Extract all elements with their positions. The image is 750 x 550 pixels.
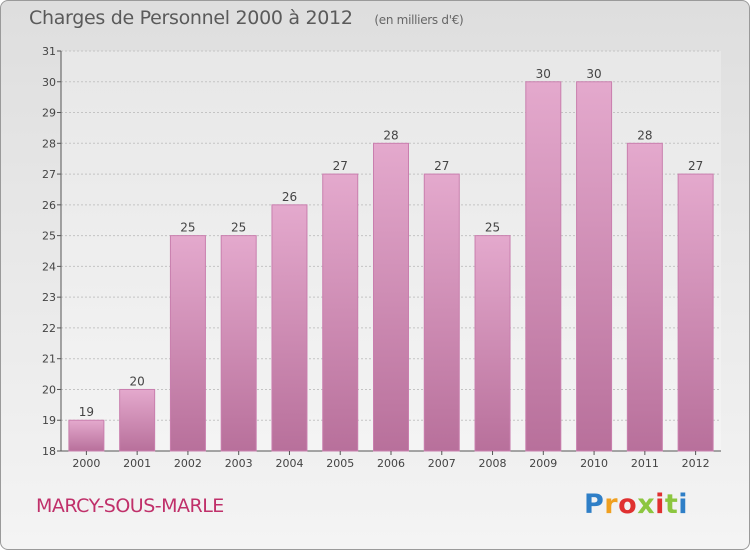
x-tick-label: 2002: [174, 457, 202, 470]
bar: [119, 388, 156, 452]
brand-letter: x: [637, 489, 656, 520]
data-label: 20: [130, 374, 145, 388]
data-label: 26: [282, 190, 297, 204]
bar: [322, 173, 359, 452]
bar: [677, 173, 714, 452]
x-tick-label: 2000: [72, 457, 100, 470]
bar: [474, 235, 511, 452]
bar: [68, 419, 105, 452]
data-label: 25: [231, 221, 246, 235]
y-tick-label: 27: [42, 168, 56, 181]
chart-title-text: Charges de Personnel 2000 à 2012: [29, 7, 353, 29]
brand-letter: P: [584, 489, 605, 520]
data-label: 25: [485, 221, 500, 235]
bar: [423, 173, 460, 452]
data-label: 30: [536, 67, 551, 81]
x-tick-label: 2007: [428, 457, 456, 470]
x-tick-label: 2010: [580, 457, 608, 470]
brand-letter: t: [664, 489, 679, 520]
x-tick-label: 2005: [326, 457, 354, 470]
data-label: 27: [688, 159, 703, 173]
data-label: 30: [586, 67, 601, 81]
bar: [220, 235, 257, 452]
bar: [576, 81, 613, 452]
x-tick-label: 2004: [275, 457, 303, 470]
brand-letter: i: [655, 489, 665, 520]
y-tick-label: 19: [42, 414, 56, 427]
y-tick-label: 20: [42, 383, 56, 396]
y-tick-label: 24: [42, 260, 56, 273]
x-tick-label: 2012: [682, 457, 710, 470]
x-tick-label: 2001: [123, 457, 151, 470]
brand-letter: r: [604, 489, 619, 520]
data-label: 28: [383, 128, 398, 142]
y-tick-label: 22: [42, 322, 56, 335]
bar: [525, 81, 562, 452]
x-tick-label: 2003: [225, 457, 253, 470]
y-tick-label: 25: [42, 230, 56, 243]
brand-letter: i: [678, 489, 689, 520]
data-label: 27: [434, 159, 449, 173]
data-label: 27: [333, 159, 348, 173]
x-tick-label: 2011: [631, 457, 659, 470]
chart-unit-label: (en milliers d'€): [374, 13, 464, 27]
chart-title: Charges de Personnel 2000 à 2012 (en mil…: [29, 7, 464, 29]
brand-letter: o: [618, 489, 638, 520]
y-tick-label: 30: [42, 76, 56, 89]
commune-name: MARCY-SOUS-MARLE: [36, 495, 224, 517]
bar: [169, 235, 206, 452]
x-tick-label: 2009: [529, 457, 557, 470]
y-tick-label: 29: [42, 107, 56, 120]
x-tick-label: 2006: [377, 457, 405, 470]
x-tick-label: 2008: [479, 457, 507, 470]
y-tick-label: 18: [42, 445, 56, 458]
y-tick-label: 23: [42, 291, 56, 304]
y-tick-label: 31: [42, 45, 56, 58]
bar: [373, 142, 409, 452]
y-tick-label: 21: [42, 353, 56, 366]
bar: [626, 142, 663, 452]
data-label: 19: [79, 405, 94, 419]
y-tick-label: 26: [42, 199, 56, 212]
data-label: 25: [180, 221, 195, 235]
bar: [271, 204, 308, 452]
proxiti-logo: Proxiti: [584, 489, 688, 520]
y-tick-label: 28: [42, 137, 56, 150]
data-label: 28: [637, 128, 652, 142]
